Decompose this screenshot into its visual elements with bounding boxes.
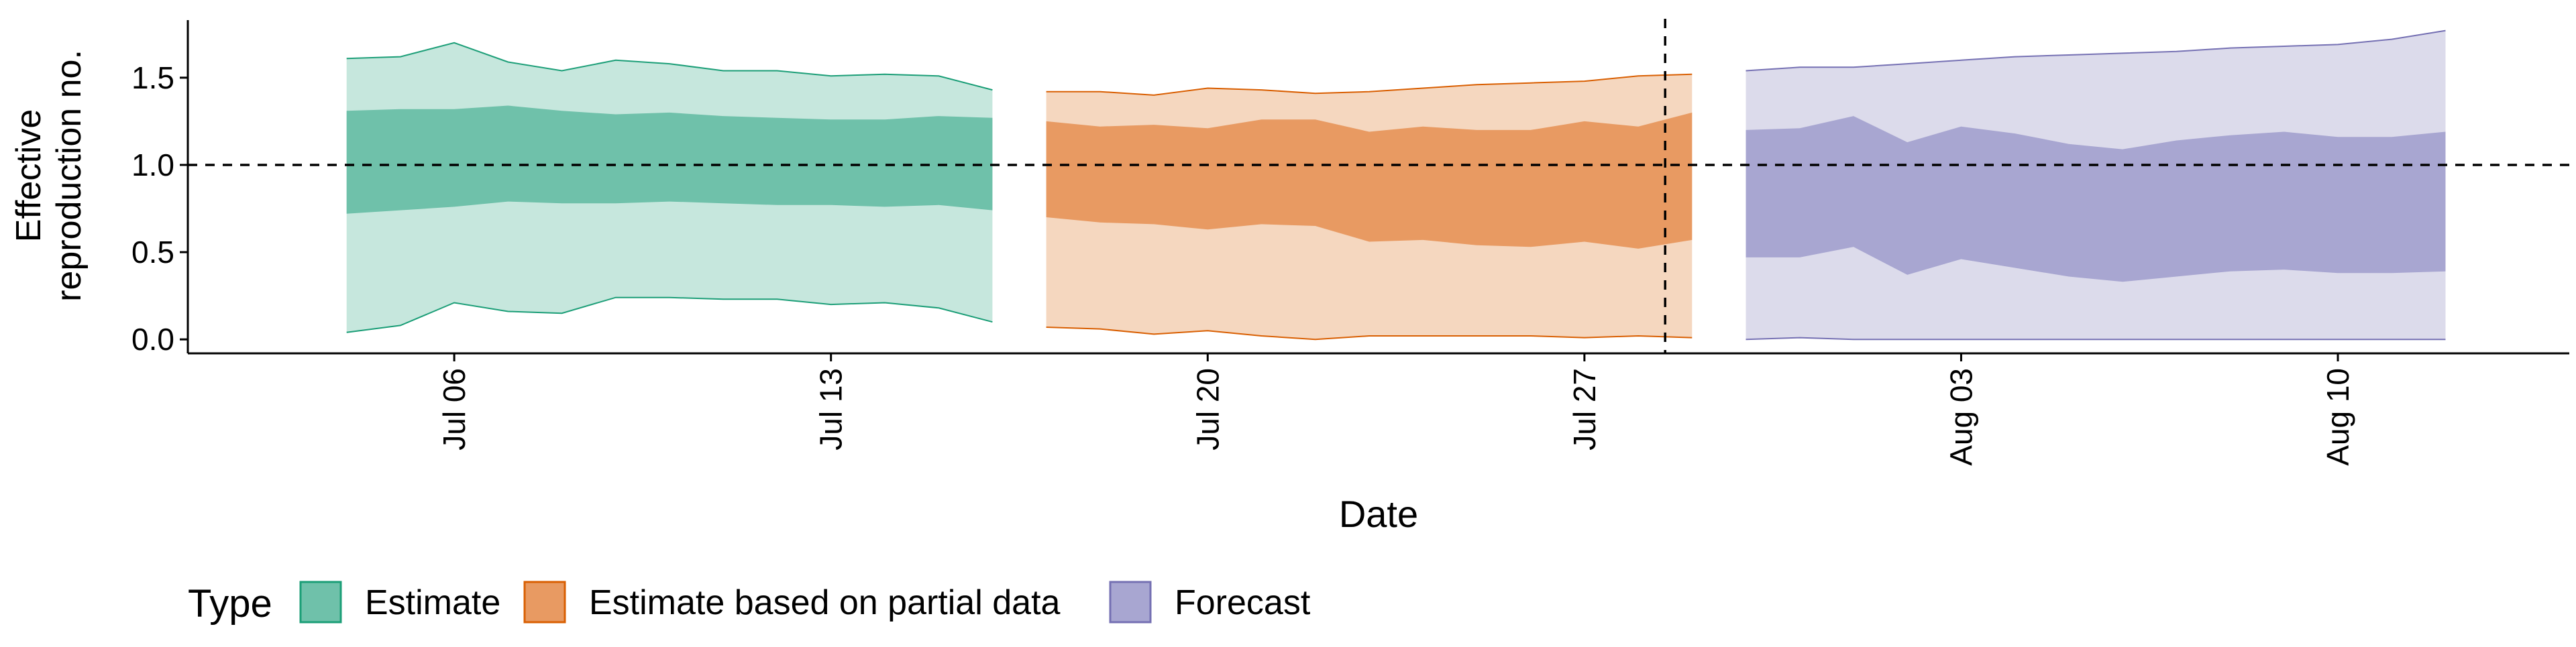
y-tick-label: 1.0 — [131, 148, 174, 182]
x-ticks: Jul 06 Jul 13 Jul 20 Jul 27 Aug 03 Aug 10 — [437, 353, 2355, 466]
band-90-lower-edge-0 — [346, 296, 993, 333]
legend-title: Type — [188, 582, 272, 626]
legend-label-1: Estimate based on partial data — [589, 583, 1061, 622]
band-50-2 — [1746, 116, 2446, 282]
x-tick-label: Jul 27 — [1567, 368, 1602, 451]
x-tick-label: Jul 06 — [437, 368, 472, 451]
y-tick-label: 0.0 — [131, 322, 174, 357]
x-tick-label: Jul 20 — [1190, 368, 1225, 451]
y-tick-label: 1.5 — [131, 60, 174, 95]
band-50-0 — [346, 105, 993, 214]
legend-key-2 — [1109, 581, 1152, 624]
ribbon-bands — [346, 30, 2446, 341]
x-tick-label: Jul 13 — [814, 368, 849, 451]
band-90-upper-edge-1 — [1046, 73, 1693, 96]
band-90-upper-edge-2 — [1746, 30, 2446, 72]
band-90-upper-edge-0 — [346, 42, 993, 91]
series-0 — [346, 42, 993, 333]
y-axis-label-line-1: Effective — [9, 109, 48, 242]
legend-label-2: Forecast — [1175, 583, 1311, 622]
reference-lines — [188, 19, 2569, 353]
axes — [186, 20, 2569, 355]
y-axis-label-line-2: reproduction no. — [50, 50, 89, 302]
legend-key-0 — [299, 581, 342, 624]
legend: Type Estimate Estimate based on partial d… — [188, 581, 1311, 626]
band-50-1 — [1046, 112, 1693, 249]
series-2 — [1746, 30, 2446, 341]
legend-key-1 — [523, 581, 566, 624]
y-tick-label: 0.5 — [131, 235, 174, 270]
y-ticks: 0.0 0.5 1.0 1.5 — [131, 60, 188, 357]
x-tick-label: Aug 10 — [2320, 368, 2355, 466]
legend-items: Estimate Estimate based on partial data Fo… — [299, 581, 1311, 624]
x-tick-label: Aug 03 — [1943, 368, 1978, 466]
band-90-lower-edge-2 — [1746, 337, 2446, 341]
legend-label-0: Estimate — [365, 583, 500, 622]
x-axis-label: Date — [1339, 493, 1418, 535]
series-1 — [1046, 73, 1693, 341]
band-90-lower-edge-1 — [1046, 327, 1693, 341]
